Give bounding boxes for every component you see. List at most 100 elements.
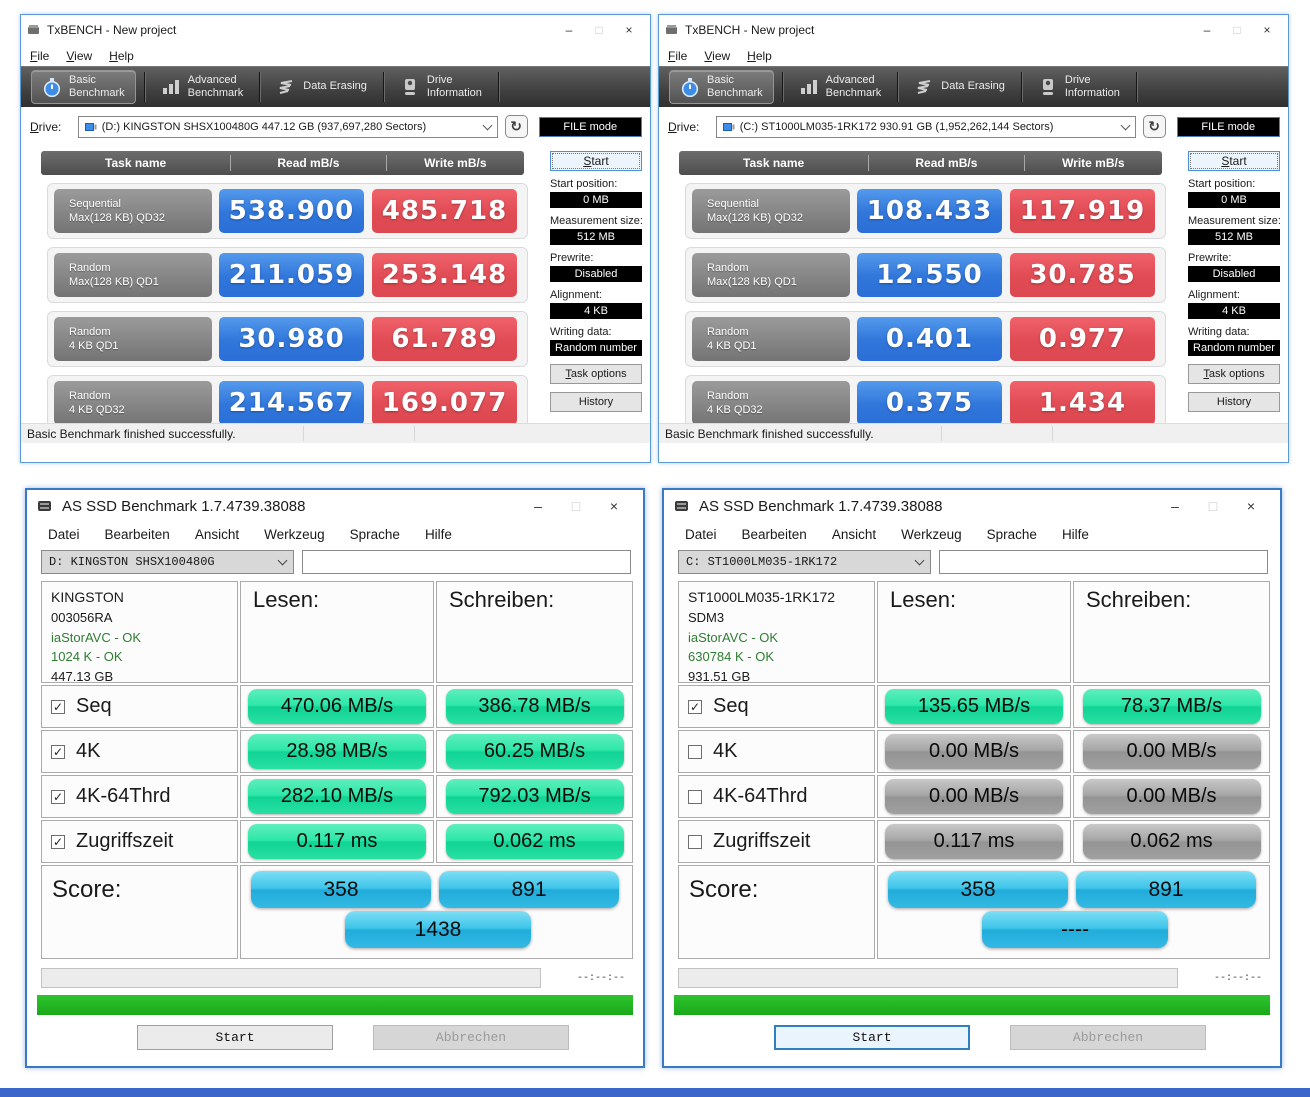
maximize-button[interactable]: □ (595, 23, 603, 37)
menu-bearbeiten[interactable]: Bearbeiten (741, 527, 807, 542)
close-button[interactable]: × (1246, 498, 1256, 514)
tab-advanced-benchmark[interactable]: Advanced Benchmark (786, 67, 895, 108)
refresh-button[interactable]: ↻ (1142, 115, 1166, 138)
minimize-button[interactable]: – (1203, 23, 1211, 37)
maximize-button[interactable]: □ (571, 498, 581, 514)
menu-help[interactable]: Help (109, 48, 134, 63)
4k-checkbox[interactable]: ✓ (51, 744, 65, 759)
read-value: 108.433 (857, 189, 1002, 233)
comment-input[interactable] (302, 550, 631, 574)
menu-ansicht[interactable]: Ansicht (831, 527, 877, 542)
task-options-button[interactable]: Task options (550, 364, 642, 384)
file-mode-button[interactable]: FILE mode (538, 116, 642, 137)
menu-view[interactable]: View (704, 48, 731, 63)
titlebar[interactable]: AS SSD Benchmark 1.7.4739.38088 – □ × (664, 490, 1280, 522)
titlebar[interactable]: TxBENCH - New project – □ × (21, 15, 650, 45)
file-mode-button[interactable]: FILE mode (1176, 116, 1280, 137)
titlebar[interactable]: TxBENCH - New project – □ × (659, 15, 1288, 45)
write-value: 485.718 (372, 189, 517, 233)
tab-drive-information[interactable]: Drive Information (1025, 67, 1133, 108)
results-table-header: Task name Read mB/s Write mB/s (679, 151, 1162, 175)
prewrite-value[interactable]: Disabled (1188, 266, 1280, 282)
start-position-value[interactable]: 0 MB (1188, 192, 1280, 208)
menu-help[interactable]: Help (747, 48, 772, 63)
tab-data-erasing[interactable]: Data Erasing (901, 67, 1018, 108)
task-name: Random Max(128 KB) QD1 (692, 253, 850, 297)
menu-bearbeiten[interactable]: Bearbeiten (104, 527, 170, 542)
seq-checkbox[interactable]: ✓ (51, 699, 65, 714)
tab-advanced-benchmark[interactable]: Advanced Benchmark (148, 67, 257, 108)
start-position-value[interactable]: 0 MB (550, 192, 642, 208)
menu-sprache[interactable]: Sprache (986, 527, 1037, 542)
drive-select[interactable]: (C:) ST1000LM035-1RK172 930.91 GB (1,952… (715, 115, 1136, 138)
history-button[interactable]: History (1188, 392, 1280, 412)
writing-data-value[interactable]: Random number (1188, 340, 1280, 356)
drive-select-value: C: ST1000LM035-1RK172 (686, 555, 838, 569)
menu-file[interactable]: File (30, 48, 50, 63)
start-button[interactable]: Start (137, 1025, 333, 1050)
row-4k: 4K (678, 730, 875, 773)
zugriffszeit-checkbox[interactable]: ✓ (51, 834, 65, 849)
menu-hilfe[interactable]: Hilfe (424, 527, 452, 542)
menu-datei[interactable]: Datei (48, 527, 80, 542)
close-button[interactable]: × (609, 498, 619, 514)
seq-checkbox[interactable]: ✓ (688, 699, 702, 714)
4k-checkbox[interactable] (688, 744, 702, 759)
cancel-button[interactable]: Abbrechen (1010, 1025, 1206, 1050)
menu-werkzeug[interactable]: Werkzeug (264, 527, 325, 542)
start-button[interactable]: Start (774, 1025, 970, 1050)
close-button[interactable]: × (625, 23, 633, 37)
status-text: Basic Benchmark finished successfully. (27, 426, 236, 441)
cancel-button[interactable]: Abbrechen (373, 1025, 569, 1050)
tab-drive-information[interactable]: Drive Information (387, 67, 495, 108)
window-title: TxBENCH - New project (685, 23, 815, 37)
menu-datei[interactable]: Datei (685, 527, 717, 542)
txbench-window-kingston: TxBENCH - New project – □ × File View He… (20, 14, 651, 463)
drive-select[interactable]: C: ST1000LM035-1RK172 (678, 550, 931, 574)
writing-data-value[interactable]: Random number (550, 340, 642, 356)
menu-ansicht[interactable]: Ansicht (194, 527, 240, 542)
measurement-size-value[interactable]: 512 MB (550, 229, 642, 245)
tab-basic-benchmark[interactable]: Basic Benchmark (669, 70, 774, 104)
history-button[interactable]: History (550, 392, 642, 412)
menu-view[interactable]: View (66, 48, 93, 63)
measurement-size-value[interactable]: 512 MB (1188, 229, 1280, 245)
refresh-button[interactable]: ↻ (504, 115, 528, 138)
alignment-value[interactable]: 4 KB (1188, 303, 1280, 319)
prewrite-label: Prewrite: (550, 252, 594, 264)
comment-input[interactable] (939, 550, 1268, 574)
alignment-value[interactable]: 4 KB (550, 303, 642, 319)
asssd-window-kingston: AS SSD Benchmark 1.7.4739.38088 – □ × Da… (25, 488, 645, 1068)
minimize-button[interactable]: – (1171, 498, 1179, 514)
4k-64thrd-checkbox[interactable]: ✓ (51, 789, 65, 804)
start-button[interactable]: Start (550, 151, 642, 171)
zugriffszeit-checkbox[interactable] (688, 834, 702, 849)
row-zugriffszeit: ✓ Zugriffszeit (41, 820, 238, 863)
4k-64thrd-checkbox[interactable] (688, 789, 702, 804)
drive-select[interactable]: D: KINGSTON SHSX100480G (41, 550, 294, 574)
menu-hilfe[interactable]: Hilfe (1061, 527, 1089, 542)
elapsed-time: --:--:-- (576, 972, 625, 984)
total-score: ---- (982, 911, 1168, 948)
progress-bar (678, 968, 1178, 988)
driver-status: iaStorAVC - OK (688, 629, 779, 645)
menu-file[interactable]: File (668, 48, 688, 63)
tab-data-erasing[interactable]: Data Erasing (263, 67, 380, 108)
menu-werkzeug[interactable]: Werkzeug (901, 527, 962, 542)
close-button[interactable]: × (1263, 23, 1271, 37)
maximize-button[interactable]: □ (1208, 498, 1218, 514)
start-button[interactable]: Start (1188, 151, 1280, 171)
menu-sprache[interactable]: Sprache (349, 527, 400, 542)
titlebar[interactable]: AS SSD Benchmark 1.7.4739.38088 – □ × (27, 490, 643, 522)
task-options-button[interactable]: Task options (1188, 364, 1280, 384)
minimize-button[interactable]: – (565, 23, 573, 37)
minimize-button[interactable]: – (534, 498, 542, 514)
progress-bar (41, 968, 541, 988)
prewrite-value[interactable]: Disabled (550, 266, 642, 282)
app-icon (28, 25, 39, 34)
start-position-label: Start position: (550, 178, 618, 190)
maximize-button[interactable]: □ (1233, 23, 1241, 37)
drive-select[interactable]: (D:) KINGSTON SHSX100480G 447.12 GB (937… (77, 115, 498, 138)
tab-basic-benchmark[interactable]: Basic Benchmark (31, 70, 136, 104)
stopwatch-icon (681, 78, 699, 97)
